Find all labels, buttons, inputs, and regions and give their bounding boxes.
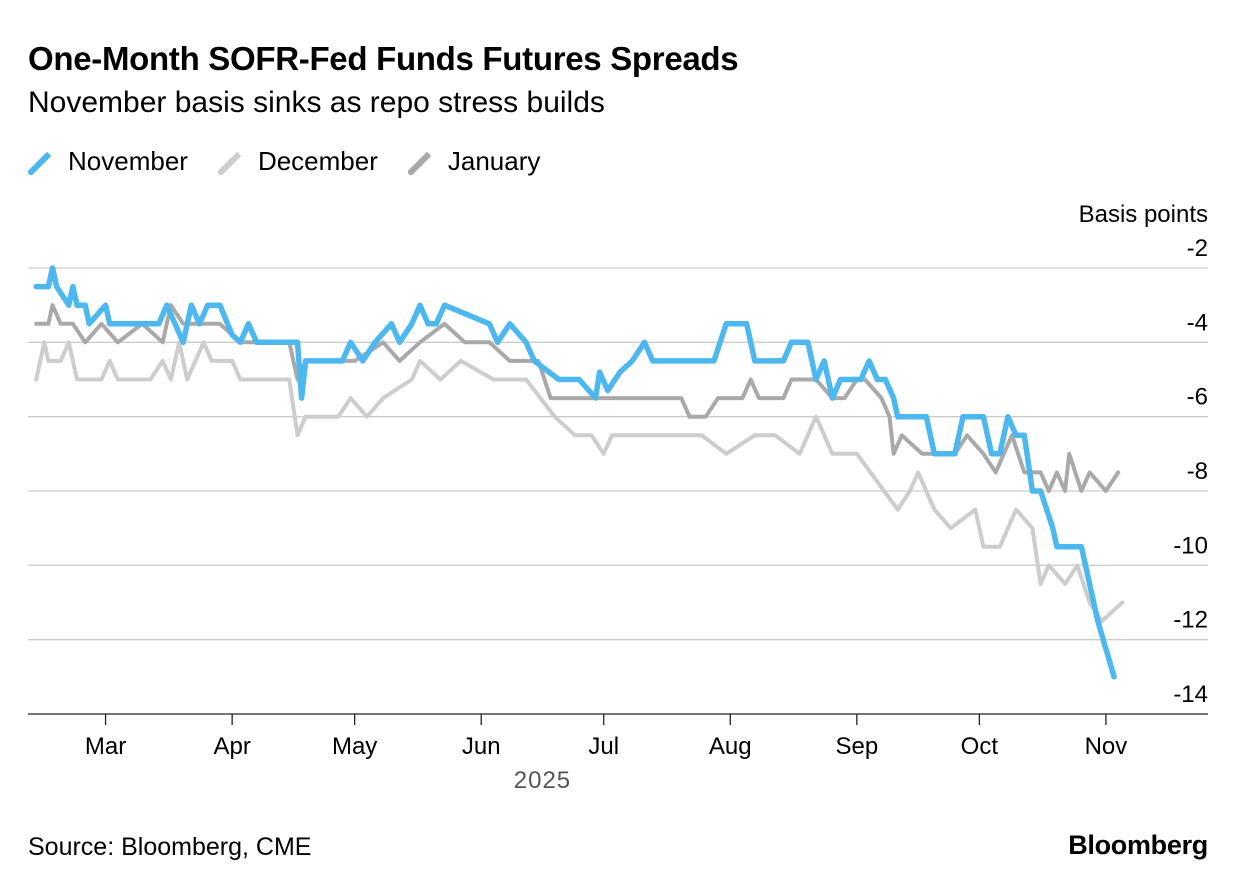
series-line-november xyxy=(33,265,1117,680)
y-tick-label: -2 xyxy=(1187,235,1208,262)
y-tick-label: -12 xyxy=(1173,607,1208,634)
x-tick-label: Nov xyxy=(1085,733,1128,760)
legend-swatch-january xyxy=(407,151,432,175)
legend-swatch-december xyxy=(217,151,242,175)
legend: November December January xyxy=(28,146,570,177)
legend-swatch-november xyxy=(28,151,52,175)
series-line-december xyxy=(34,340,1125,624)
legend-item-january: January xyxy=(407,146,541,177)
x-axis-year-label: 2025 xyxy=(514,767,571,794)
source-note: Source: Bloomberg, CME xyxy=(28,833,312,861)
y-tick-label: -8 xyxy=(1187,458,1208,485)
legend-label-november: November xyxy=(68,146,188,176)
chart-title: One-Month SOFR-Fed Funds Futures Spreads xyxy=(28,40,739,77)
axis-labels: Basis points -2 -4 -6 -8 -10 -12 -14 Mar Apr May Ju… xyxy=(85,201,1208,794)
x-tick-label: Sep xyxy=(836,733,879,760)
legend-item-november: November xyxy=(28,146,188,177)
x-tick-label: May xyxy=(332,733,377,760)
line-chart: Basis points -2 -4 -6 -8 -10 -12 -14 Mar Apr May Ju… xyxy=(28,201,1208,794)
bloomberg-logo: Bloomberg xyxy=(1068,830,1208,860)
y-tick-label: -10 xyxy=(1173,532,1208,559)
chart-subtitle: November basis sinks as repo stress buil… xyxy=(28,86,605,119)
x-axis xyxy=(28,713,1208,725)
x-tick-label: Jul xyxy=(588,733,619,760)
x-tick-label: Mar xyxy=(85,733,126,760)
x-tick-label: Jun xyxy=(462,733,501,760)
gridlines xyxy=(28,267,1208,641)
y-tick-label: -14 xyxy=(1173,681,1208,708)
legend-label-december: December xyxy=(257,146,378,176)
x-tick-label: Oct xyxy=(961,733,999,760)
y-tick-label: -4 xyxy=(1187,309,1208,336)
y-axis-title: Basis points xyxy=(1079,201,1208,228)
x-tick-label: Aug xyxy=(709,733,752,760)
series-line-january xyxy=(34,303,1121,493)
x-tick-label: Apr xyxy=(213,733,250,760)
series-lines xyxy=(33,265,1125,680)
legend-label-january: January xyxy=(447,146,541,176)
y-tick-label: -6 xyxy=(1187,384,1208,411)
legend-item-december: December xyxy=(217,146,378,177)
